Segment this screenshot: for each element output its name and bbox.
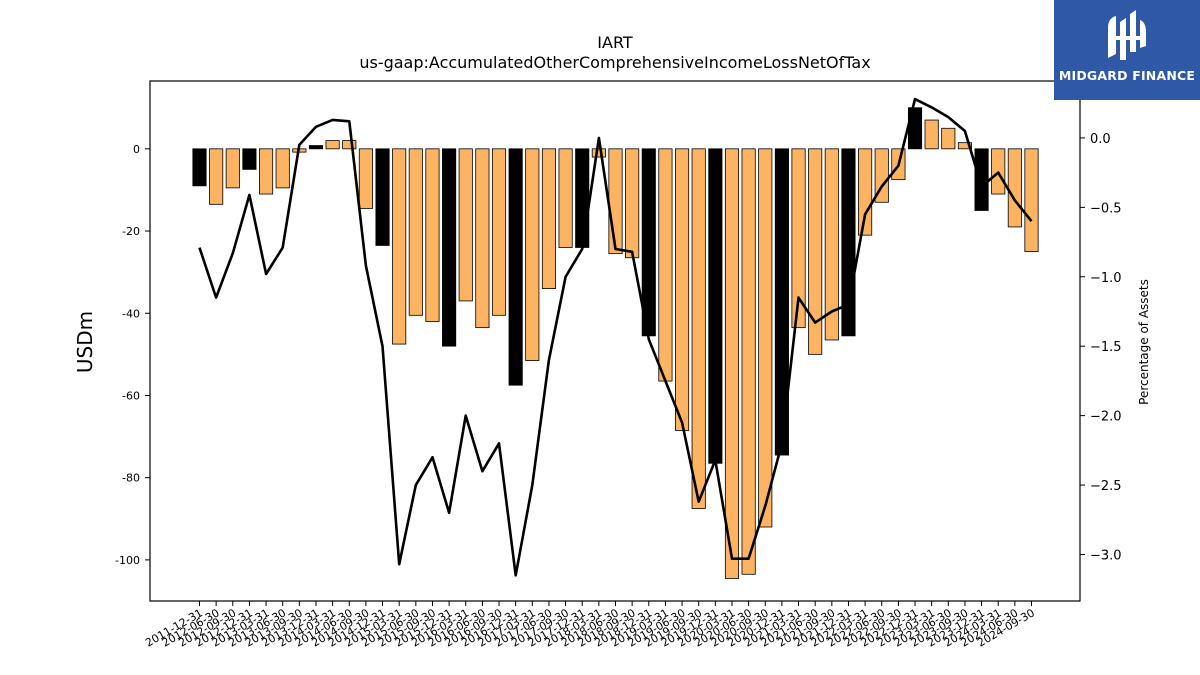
bar-2016-03-31 [458, 148, 473, 302]
bar-2014-09-30 [358, 148, 373, 209]
y-axis-label: USDm [73, 311, 97, 373]
bar-2020-06-30 [741, 148, 756, 575]
bar-2023-03-31 [924, 119, 939, 150]
midgard-logo-icon [1108, 10, 1146, 60]
bar-2015-03-31 [392, 148, 407, 345]
y-tick-label: -100 [115, 554, 140, 567]
bar-2016-09-30 [491, 148, 507, 316]
bar-2016-12-31 [508, 148, 523, 386]
bar-2012-09-30 [225, 148, 240, 189]
y-tick-label: -80 [122, 472, 140, 485]
percentage-of-assets-line [198, 97, 1033, 577]
bar-2012-06-30 [209, 148, 224, 205]
right-axis: 0.0 −0.5 −1.0 −1.5 −2.0 −2.5 −3.0 [1080, 132, 1122, 563]
y2-tick-label: −1.0 [1090, 271, 1122, 286]
bar-2017-12-31 [575, 148, 590, 248]
bar-2022-03-31 [858, 148, 873, 236]
y-tick-label: -40 [122, 307, 140, 320]
y2-tick-label: −1.5 [1090, 340, 1122, 355]
chart-subtitle: us-gaap:AccumulatedOtherComprehensiveInc… [359, 53, 870, 72]
bar-2013-12-31 [308, 145, 324, 150]
y2-tick-label: −0.5 [1090, 201, 1122, 216]
bar-2017-09-30 [558, 148, 573, 248]
y-tick-label: 0 [133, 143, 140, 156]
bar-2013-03-31 [259, 148, 274, 195]
y2-tick-label: 0.0 [1090, 132, 1111, 147]
bar-2023-09-30 [957, 142, 972, 150]
y2-tick-label: −2.5 [1090, 479, 1122, 494]
bar-2021-09-30 [824, 148, 839, 341]
bar-2019-03-31 [658, 148, 673, 382]
bar-2014-03-31 [325, 140, 340, 150]
bar-2018-12-31 [641, 148, 656, 337]
bar-2020-09-30 [758, 148, 773, 528]
bar-2023-06-30 [941, 127, 956, 150]
bars-layer [192, 107, 1039, 579]
bar-2016-06-30 [475, 148, 490, 329]
bar-2012-12-31 [242, 148, 257, 170]
bar-2013-06-30 [275, 148, 290, 189]
bar-2020-03-31 [724, 148, 740, 579]
bar-2018-03-31 [591, 148, 606, 158]
bar-2021-06-30 [808, 148, 823, 355]
bar-2021-03-31 [791, 148, 806, 329]
bar-2011-12-31 [192, 148, 207, 187]
y2-tick-label: −2.0 [1090, 410, 1122, 425]
bar-2015-09-30 [425, 148, 440, 322]
midgard-finance-logo: MIDGARD FINANCE [1054, 0, 1200, 100]
bar-2015-12-31 [442, 148, 457, 347]
y2-axis-label: Percentage of Assets [1137, 279, 1151, 405]
bar-2020-12-31 [774, 148, 789, 456]
y-tick-label: -20 [122, 225, 140, 238]
x-axis: 2011-12-312012-06-302012-09-302012-12-31… [143, 601, 1037, 650]
bar-2014-06-30 [342, 140, 357, 150]
y2-tick-label: −3.0 [1090, 548, 1122, 563]
bar-2022-06-30 [874, 148, 889, 203]
bar-2024-09-30 [1024, 148, 1039, 252]
bar-2015-06-30 [408, 148, 423, 316]
bar-2023-12-31 [974, 148, 989, 211]
left-axis: 0 -20 -40 -60 -80 -100 [115, 143, 150, 567]
logo-text: MIDGARD FINANCE [1058, 68, 1196, 83]
bar-2019-12-31 [708, 148, 723, 464]
bar-2017-06-30 [541, 148, 556, 289]
line-layer [198, 97, 1033, 577]
bar-2018-06-30 [608, 148, 623, 255]
bar-2018-09-30 [625, 148, 640, 259]
bar-2024-06-30 [1007, 148, 1022, 228]
bar-2019-06-30 [675, 148, 690, 431]
chart-title: IART [597, 33, 633, 52]
bar-2017-03-31 [525, 148, 540, 361]
bar-2014-12-31 [375, 148, 390, 246]
bar-2019-09-30 [691, 148, 706, 509]
y-tick-label: -60 [122, 389, 140, 402]
